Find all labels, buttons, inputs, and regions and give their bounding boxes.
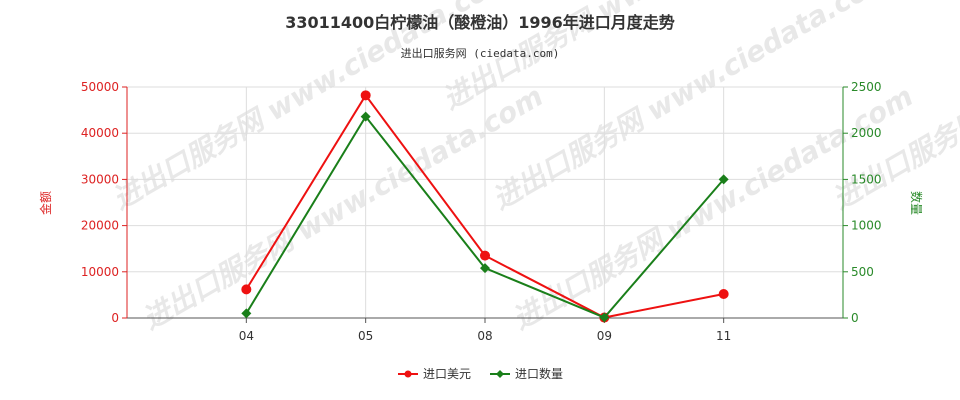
right-tick-label: 1500: [851, 172, 882, 186]
data-point-usd: [480, 250, 490, 261]
legend: 进口美元 进口数量: [398, 366, 563, 381]
right-axis-ticks: 0 500 1000 1500 2000 2500: [843, 80, 882, 325]
left-axis-ticks: 0 10000 20000 30000 40000 50000: [81, 80, 127, 325]
right-tick-label: 500: [851, 265, 874, 279]
left-axis-label: 金额: [38, 191, 53, 215]
data-point-quantity: [718, 174, 729, 185]
data-point-usd: [360, 90, 371, 101]
right-tick-label: 0: [851, 311, 859, 325]
chart-subtitle: 进出口服务网 (ciedata.com): [401, 46, 560, 60]
data-point-quantity: [599, 312, 610, 323]
left-tick-label: 40000: [81, 126, 119, 140]
right-tick-label: 1000: [851, 219, 882, 233]
legend-marker-usd: [404, 370, 412, 378]
legend-label-usd: 进口美元: [423, 367, 471, 381]
data-point-quantity: [241, 308, 252, 319]
data-point-quantity: [480, 263, 490, 274]
data-point-usd: [241, 284, 252, 295]
x-tick-label: 05: [358, 329, 373, 343]
x-tick-label: 11: [716, 329, 731, 343]
legend-marker-quantity: [496, 370, 504, 378]
data-point-usd: [718, 288, 729, 299]
x-tick-label: 08: [477, 329, 492, 343]
right-axis-label: 数量: [909, 191, 924, 215]
chart-title: 33011400白柠檬油（酸橙油）1996年进口月度走势: [285, 13, 675, 32]
left-tick-label: 20000: [81, 219, 119, 233]
x-tick-label: 09: [597, 329, 612, 343]
x-axis-ticks: 04 05 08 09 11: [239, 318, 731, 343]
data-point-quantity: [360, 111, 371, 122]
left-tick-label: 30000: [81, 172, 119, 186]
left-tick-label: 10000: [81, 265, 119, 279]
legend-label-quantity: 进口数量: [515, 366, 563, 381]
x-tick-label: 04: [239, 329, 254, 343]
left-tick-label: 50000: [81, 80, 119, 94]
left-tick-label: 0: [111, 311, 119, 325]
right-tick-label: 2500: [851, 80, 882, 94]
series-layer: [241, 90, 729, 323]
right-tick-label: 2000: [851, 126, 882, 140]
watermark-text: 进出口服务网 www.ciedata.com: [137, 79, 549, 336]
